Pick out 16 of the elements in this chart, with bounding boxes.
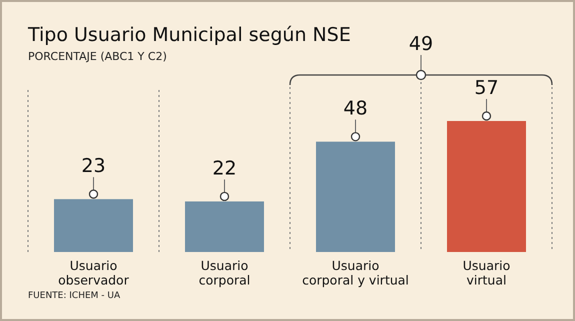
data-label: 57 (474, 77, 499, 99)
data-label: 48 (343, 98, 368, 120)
source-note: FUENTE: ICHEM - UA (28, 291, 121, 301)
chart-subtitle: PORCENTAJE (ABC1 Y C2) (28, 50, 167, 63)
data-label: 22 (212, 157, 237, 180)
x-tick-label: Usuario corporal y virtual (302, 258, 409, 288)
x-tick-label: Usuario virtual (462, 258, 510, 288)
x-tick-label: Usuario observador (58, 258, 130, 288)
chart-title: Tipo Usuario Municipal según NSE (27, 24, 351, 46)
bar (185, 201, 264, 252)
text: 49 (408, 33, 434, 55)
bar (447, 121, 526, 252)
bar (316, 142, 395, 252)
data-label: 23 (81, 155, 106, 178)
bar (54, 199, 133, 252)
x-tick-label: Usuario corporal (198, 258, 250, 288)
